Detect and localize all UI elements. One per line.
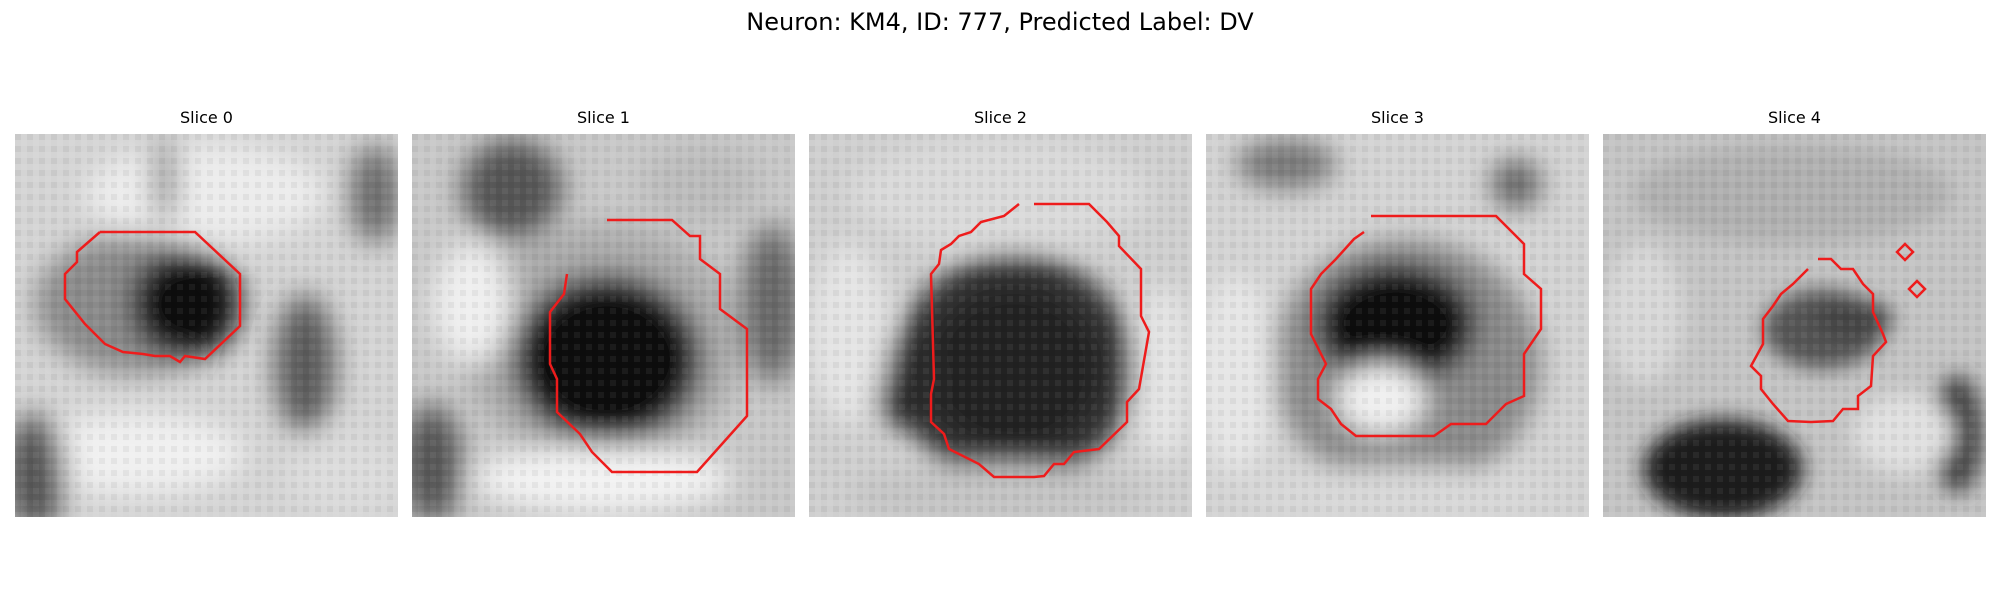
slice-panel-4: Slice 4 (1603, 108, 1986, 518)
slice-image-1 (412, 134, 795, 517)
slice-panel-0: Slice 0 (15, 108, 398, 518)
slice-title: Slice 1 (412, 108, 795, 127)
slice-title: Slice 2 (809, 108, 1192, 127)
slice-panel-1: Slice 1 (412, 108, 795, 518)
slice-title: Slice 4 (1603, 108, 1986, 127)
slice-panel-2: Slice 2 (809, 108, 1192, 518)
slice-image-3 (1206, 134, 1589, 517)
slice-title: Slice 3 (1206, 108, 1589, 127)
slice-panel-3: Slice 3 (1206, 108, 1589, 518)
slice-image-2 (809, 134, 1192, 517)
slice-image-0 (15, 134, 398, 517)
slice-image-4 (1603, 134, 1986, 517)
figure-title: Neuron: KM4, ID: 777, Predicted Label: D… (0, 8, 2000, 36)
slice-title: Slice 0 (15, 108, 398, 127)
